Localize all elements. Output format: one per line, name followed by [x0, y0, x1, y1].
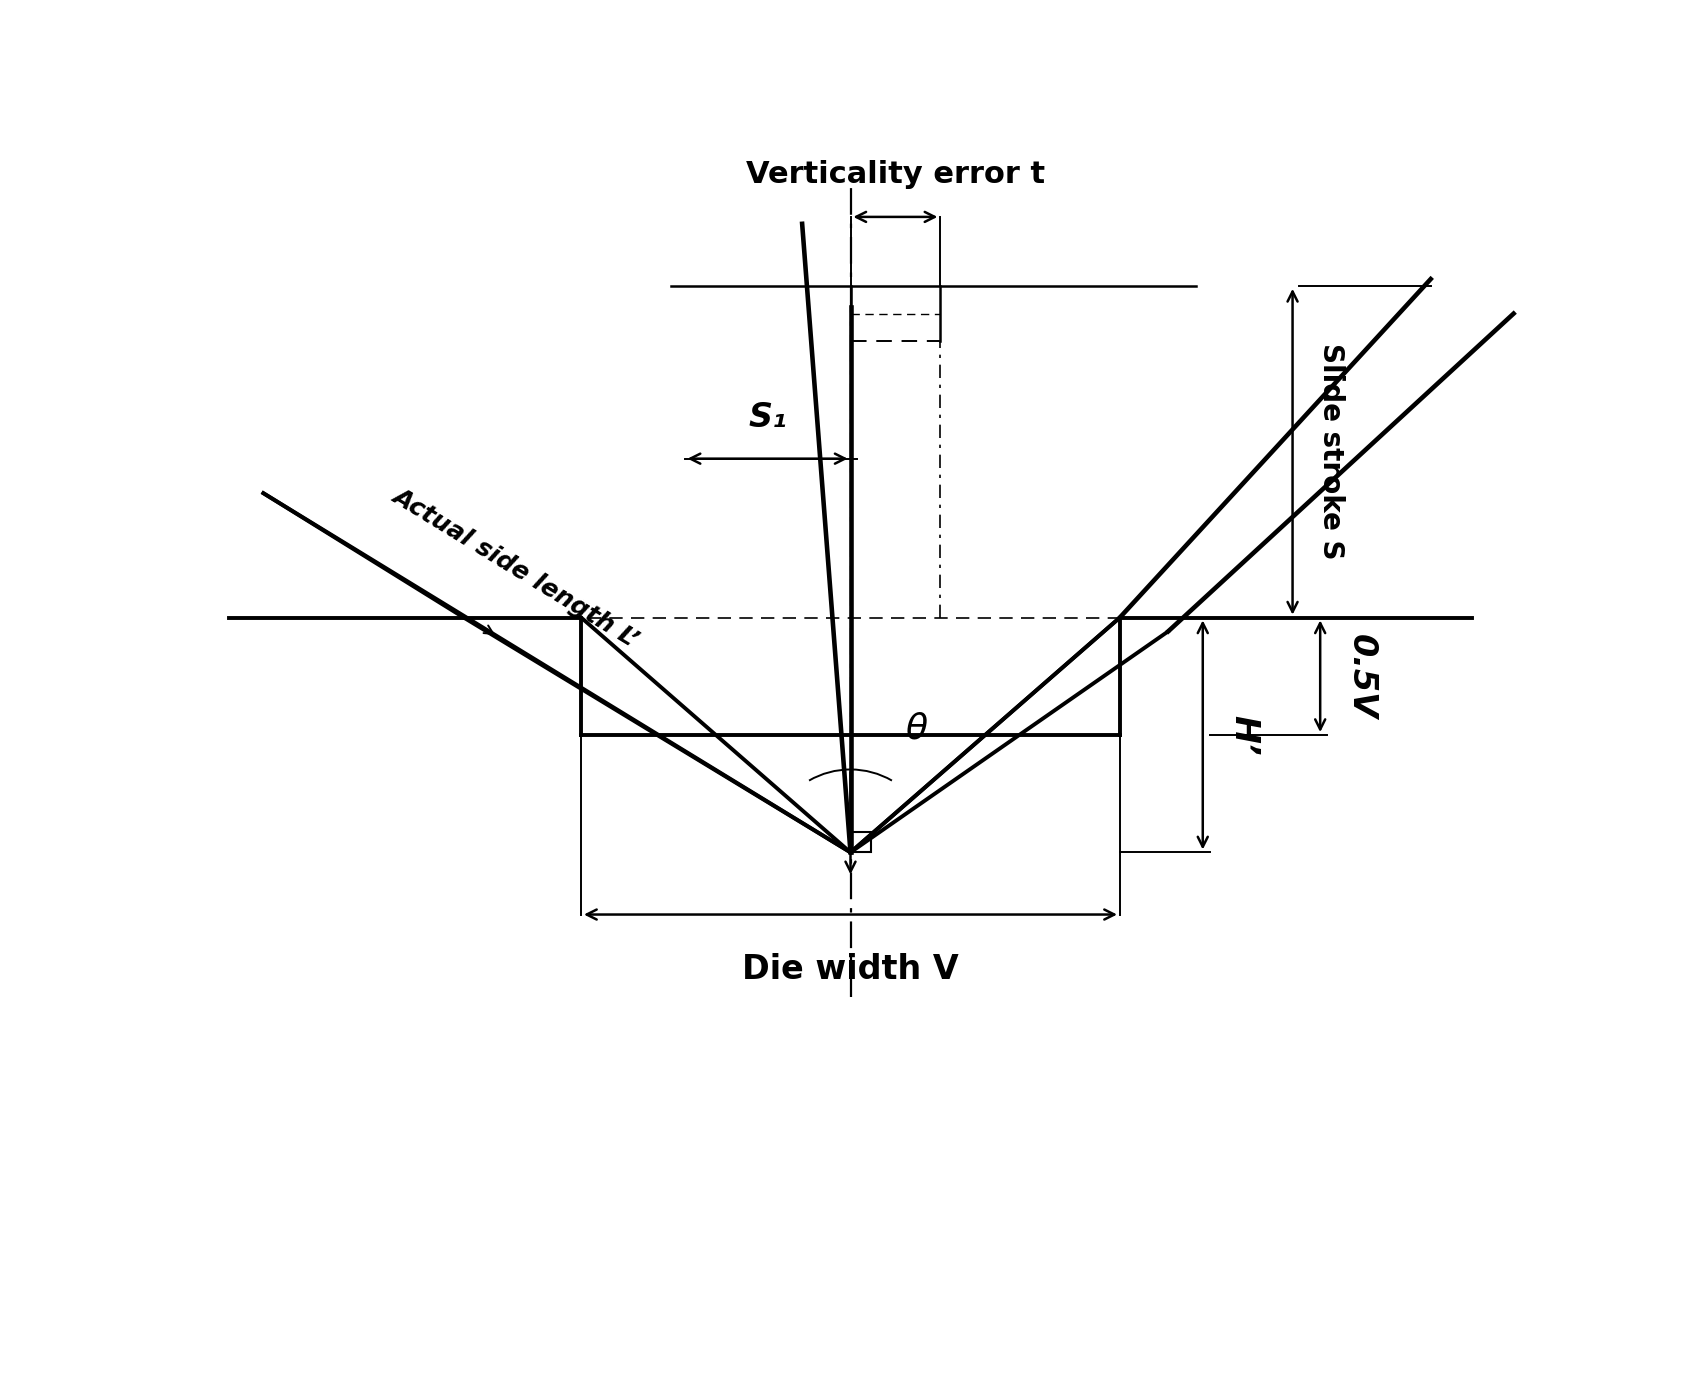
Text: Slide stroke S: Slide stroke S: [1318, 344, 1345, 560]
Text: Verticality error t: Verticality error t: [745, 161, 1044, 189]
Text: Die width V: Die width V: [742, 953, 959, 986]
Text: H’: H’: [1228, 714, 1260, 755]
Text: 0.5V: 0.5V: [1345, 634, 1378, 718]
Text: θ: θ: [905, 712, 927, 745]
Text: S₁: S₁: [748, 401, 788, 434]
Text: Actual side length L’: Actual side length L’: [388, 484, 643, 652]
